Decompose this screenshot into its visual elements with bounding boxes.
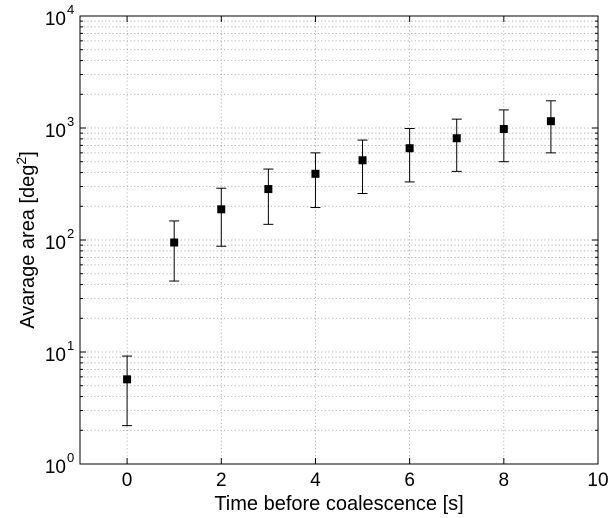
y-tick-label: 10 — [45, 457, 66, 478]
y-tick-exponent: 3 — [67, 114, 74, 129]
data-point — [311, 169, 320, 178]
y-axis-label-main: Avarage area [deg — [17, 165, 39, 329]
data-point — [217, 205, 226, 214]
data-point — [452, 134, 461, 143]
y-axis-label-end: ] — [17, 151, 39, 157]
y-tick-exponent: 0 — [67, 450, 74, 465]
x-axis-label: Time before coalescence [s] — [214, 493, 463, 515]
y-tick-label: 10 — [45, 345, 66, 366]
x-tick-label: 6 — [404, 470, 415, 491]
y-tick-exponent: 1 — [67, 338, 74, 353]
y-tick-exponent: 4 — [67, 2, 74, 17]
y-tick-label: 10 — [45, 233, 66, 254]
x-tick-label: 4 — [310, 470, 321, 491]
y-axis-label-superscript: 2 — [13, 157, 29, 165]
x-tick-labels: 0 2 4 6 8 10 — [122, 470, 608, 491]
data-point — [358, 156, 367, 165]
data-point — [170, 238, 179, 247]
data-point — [499, 124, 508, 133]
data-point — [546, 117, 555, 126]
y-tick-label: 10 — [45, 121, 66, 142]
error-bars — [122, 100, 556, 427]
plot-frame — [79, 15, 599, 465]
data-point — [264, 185, 273, 194]
y-tick-label: 10 — [45, 9, 66, 30]
data-markers — [123, 117, 555, 384]
y-tick-exponent: 2 — [67, 226, 74, 241]
plot-area — [80, 16, 598, 464]
x-tick-label: 2 — [216, 470, 227, 491]
x-tick-label: 8 — [499, 470, 510, 491]
data-point — [123, 375, 132, 384]
data-point — [405, 144, 414, 153]
y-axis-label: Avarage area [deg2] — [13, 151, 39, 329]
x-tick-label: 10 — [587, 470, 608, 491]
x-tick-label: 0 — [122, 470, 133, 491]
